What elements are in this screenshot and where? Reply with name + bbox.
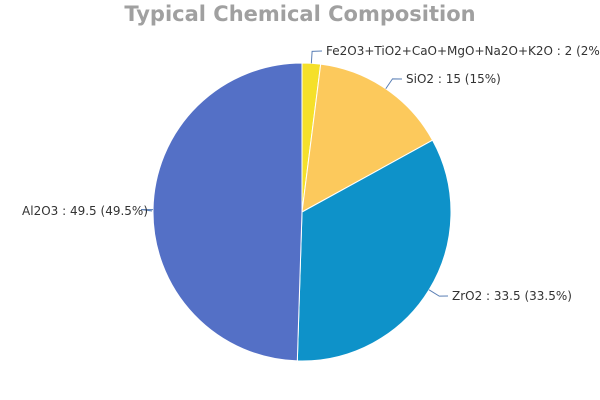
slice-label: Fe2O3+TiO2+CaO+MgO+Na2O+K2O : 2 (2%) [326, 44, 600, 58]
label-leader-line [428, 289, 449, 297]
pie-slice-zro2[interactable] [296, 139, 452, 362]
pie-slice-al2o3[interactable] [152, 62, 303, 362]
label-leader-line [385, 78, 403, 90]
slice-label: ZrO2 : 33.5 (33.5%) [452, 289, 572, 303]
chart-title: Typical Chemical Composition [124, 2, 476, 26]
slice-label: SiO2 : 15 (15%) [406, 72, 501, 86]
slice-label: Al2O3 : 49.5 (49.5%) [22, 204, 148, 218]
label-leader-line [310, 50, 323, 64]
label-leader-line [140, 208, 154, 212]
